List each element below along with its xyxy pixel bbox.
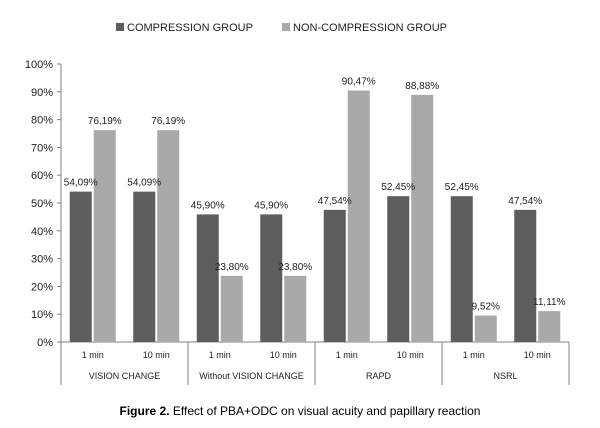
- x-subcategory-label: 1 min: [209, 350, 231, 360]
- y-tick-label: 60%: [31, 170, 53, 182]
- bar-non-compression: [93, 130, 116, 342]
- bar-non-compression: [347, 90, 370, 342]
- x-subcategory-label: 1 min: [336, 350, 358, 360]
- x-group-label: RAPD: [366, 371, 392, 381]
- data-label-non-compression: 88,88%: [405, 81, 439, 92]
- figure-caption: Figure 2. Effect of PBA+ODC on visual ac…: [0, 404, 600, 418]
- legend-label-compression: COMPRESSION GROUP: [127, 22, 253, 34]
- data-label-non-compression: 23,80%: [278, 262, 312, 273]
- bar-compression: [514, 209, 537, 342]
- x-subcategory-label: 10 min: [270, 350, 297, 360]
- y-tick-label: 20%: [31, 281, 53, 293]
- bar-compression: [387, 196, 410, 342]
- y-tick-label: 0%: [37, 337, 53, 349]
- data-label-compression: 47,54%: [318, 196, 352, 207]
- x-group-label: NSRL: [493, 371, 517, 381]
- legend-swatch-non-compression: [282, 23, 290, 31]
- y-tick-label: 10%: [31, 309, 53, 321]
- legend-swatch-compression: [116, 23, 124, 31]
- bar-compression: [133, 191, 156, 342]
- x-subcategory-label: 10 min: [524, 350, 551, 360]
- bar-compression: [196, 214, 219, 342]
- data-label-compression: 52,45%: [381, 182, 415, 193]
- x-group-label: VISION CHANGE: [89, 371, 161, 381]
- bar-compression: [323, 209, 346, 342]
- y-tick-label: 80%: [31, 115, 53, 127]
- bar-non-compression: [411, 94, 434, 342]
- data-label-compression: 54,09%: [127, 178, 161, 189]
- data-label-non-compression: 9,52%: [472, 302, 500, 313]
- y-tick-label: 70%: [31, 142, 53, 154]
- bar-compression: [450, 196, 473, 342]
- y-tick-label: 100%: [25, 59, 53, 71]
- data-label-compression: 47,54%: [508, 196, 542, 207]
- data-label-non-compression: 11,11%: [533, 297, 566, 308]
- bar-non-compression: [220, 275, 243, 342]
- caption-label: Figure 2.: [119, 404, 170, 418]
- x-subcategory-label: 1 min: [463, 350, 485, 360]
- data-label-compression: 54,09%: [64, 178, 98, 189]
- bar-non-compression: [474, 315, 497, 342]
- x-subcategory-label: 1 min: [82, 350, 104, 360]
- caption-text: Effect of PBA+ODC on visual acuity and p…: [169, 404, 481, 418]
- bar-non-compression: [284, 275, 307, 342]
- data-label-non-compression: 23,80%: [215, 262, 249, 273]
- y-tick-label: 40%: [31, 226, 53, 238]
- data-label-non-compression: 76,19%: [88, 116, 122, 127]
- data-label-non-compression: 76,19%: [151, 116, 185, 127]
- bar-compression: [69, 191, 92, 342]
- x-group-label: Without VISION CHANGE: [199, 371, 304, 381]
- bar-non-compression: [538, 311, 561, 342]
- bar-non-compression: [157, 130, 180, 342]
- y-tick-label: 90%: [31, 87, 53, 99]
- y-tick-label: 30%: [31, 254, 53, 266]
- data-label-compression: 45,90%: [254, 200, 288, 211]
- legend-label-non-compression: NON-COMPRESSION GROUP: [293, 22, 447, 34]
- y-tick-label: 50%: [31, 198, 53, 210]
- data-label-compression: 45,90%: [191, 200, 225, 211]
- x-subcategory-label: 10 min: [397, 350, 424, 360]
- x-subcategory-label: 10 min: [143, 350, 170, 360]
- data-label-compression: 52,45%: [445, 182, 479, 193]
- data-label-non-compression: 90,47%: [342, 76, 376, 87]
- bar-compression: [260, 214, 283, 342]
